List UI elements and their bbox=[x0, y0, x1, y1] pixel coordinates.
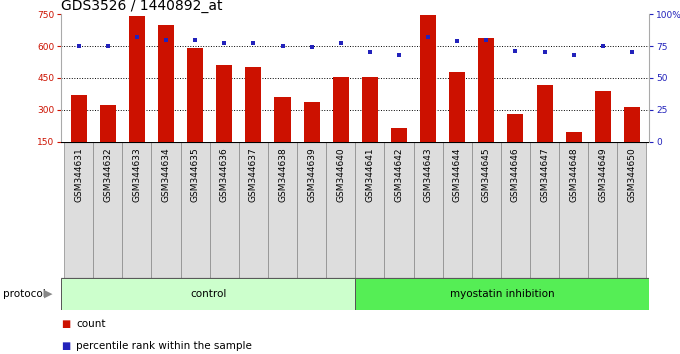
Text: GSM344632: GSM344632 bbox=[103, 147, 112, 202]
Text: GSM344649: GSM344649 bbox=[598, 147, 607, 202]
Point bbox=[277, 43, 288, 49]
Bar bbox=[181, 142, 209, 278]
Point bbox=[568, 52, 579, 58]
Bar bbox=[355, 278, 649, 310]
Bar bbox=[478, 38, 494, 173]
Point bbox=[597, 43, 608, 49]
Bar bbox=[588, 142, 617, 278]
Text: protocol: protocol bbox=[3, 289, 46, 299]
Text: GSM344633: GSM344633 bbox=[133, 147, 141, 202]
Text: percentile rank within the sample: percentile rank within the sample bbox=[76, 341, 252, 351]
Point bbox=[190, 37, 201, 42]
Point bbox=[452, 38, 462, 44]
Text: GSM344639: GSM344639 bbox=[307, 147, 316, 202]
Bar bbox=[297, 142, 326, 278]
Text: GSM344631: GSM344631 bbox=[74, 147, 83, 202]
Bar bbox=[245, 67, 261, 173]
Bar bbox=[501, 142, 530, 278]
Bar bbox=[275, 97, 290, 173]
Bar bbox=[384, 142, 413, 278]
Text: ▶: ▶ bbox=[44, 289, 53, 299]
Point bbox=[510, 48, 521, 54]
Bar bbox=[129, 16, 145, 173]
Bar bbox=[355, 142, 384, 278]
Point bbox=[103, 43, 114, 49]
Text: GSM344636: GSM344636 bbox=[220, 147, 228, 202]
Bar bbox=[413, 142, 443, 278]
Bar bbox=[420, 15, 436, 173]
Bar bbox=[71, 95, 86, 173]
Text: GSM344647: GSM344647 bbox=[540, 147, 549, 202]
Text: GSM344635: GSM344635 bbox=[190, 147, 200, 202]
Bar bbox=[624, 107, 640, 173]
Bar bbox=[239, 142, 268, 278]
Text: GSM344650: GSM344650 bbox=[628, 147, 636, 202]
Bar bbox=[152, 142, 181, 278]
Bar bbox=[530, 142, 559, 278]
Text: GSM344646: GSM344646 bbox=[511, 147, 520, 202]
Text: GSM344641: GSM344641 bbox=[365, 147, 375, 202]
Bar bbox=[595, 91, 611, 173]
Bar bbox=[216, 65, 233, 173]
Text: GSM344634: GSM344634 bbox=[162, 147, 171, 202]
Bar bbox=[391, 128, 407, 173]
Bar bbox=[158, 25, 174, 173]
Bar bbox=[209, 142, 239, 278]
Point bbox=[335, 41, 346, 46]
Text: count: count bbox=[76, 319, 105, 329]
Point bbox=[219, 41, 230, 46]
Point bbox=[626, 50, 637, 55]
Text: GSM344644: GSM344644 bbox=[453, 147, 462, 201]
Point bbox=[131, 34, 142, 40]
Text: ■: ■ bbox=[61, 319, 71, 329]
Text: GSM344648: GSM344648 bbox=[569, 147, 578, 202]
Bar bbox=[122, 142, 152, 278]
Text: GSM344642: GSM344642 bbox=[394, 147, 403, 201]
Text: GSM344645: GSM344645 bbox=[482, 147, 491, 202]
Point bbox=[481, 37, 492, 42]
Bar bbox=[537, 85, 553, 173]
Text: myostatin inhibition: myostatin inhibition bbox=[450, 289, 555, 299]
Text: GDS3526 / 1440892_at: GDS3526 / 1440892_at bbox=[61, 0, 222, 13]
Text: ■: ■ bbox=[61, 341, 71, 351]
Text: GSM344637: GSM344637 bbox=[249, 147, 258, 202]
Bar bbox=[507, 114, 524, 173]
Bar bbox=[472, 142, 501, 278]
Bar bbox=[362, 77, 378, 173]
Point bbox=[306, 45, 317, 50]
Bar bbox=[559, 142, 588, 278]
Text: GSM344638: GSM344638 bbox=[278, 147, 287, 202]
Bar bbox=[333, 77, 349, 173]
Bar bbox=[449, 72, 465, 173]
Bar bbox=[100, 105, 116, 173]
Bar bbox=[443, 142, 472, 278]
Bar bbox=[326, 142, 355, 278]
Point bbox=[160, 37, 171, 42]
Point bbox=[73, 43, 84, 49]
Text: GSM344643: GSM344643 bbox=[424, 147, 432, 202]
Bar bbox=[303, 102, 320, 173]
Bar bbox=[64, 142, 93, 278]
Point bbox=[394, 52, 405, 58]
Point bbox=[364, 50, 375, 55]
Text: GSM344640: GSM344640 bbox=[336, 147, 345, 202]
Text: control: control bbox=[190, 289, 226, 299]
Bar bbox=[617, 142, 647, 278]
Bar bbox=[61, 278, 355, 310]
Bar bbox=[187, 48, 203, 173]
Point bbox=[423, 34, 434, 40]
Point bbox=[539, 50, 550, 55]
Bar bbox=[93, 142, 122, 278]
Bar bbox=[268, 142, 297, 278]
Bar bbox=[566, 132, 581, 173]
Point bbox=[248, 41, 259, 46]
